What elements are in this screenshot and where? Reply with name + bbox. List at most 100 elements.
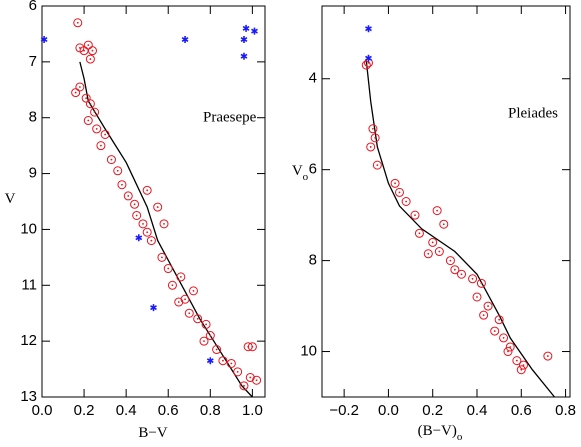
circle-ring — [87, 46, 97, 56]
circle-point — [83, 116, 93, 126]
circle-dot — [150, 239, 153, 242]
circle-ring — [123, 191, 133, 201]
circle-ring — [184, 308, 194, 318]
circle-ring — [163, 264, 173, 274]
circle-dot — [91, 49, 94, 52]
star-point — [365, 25, 372, 33]
star-point — [150, 304, 157, 312]
circle-dot — [255, 379, 258, 382]
y-tick-label: 6 — [29, 0, 37, 14]
circle-point — [226, 358, 236, 368]
circle-ring — [157, 252, 167, 262]
circle-dot — [83, 49, 85, 52]
circle-ring — [472, 292, 482, 302]
circle-dot — [431, 241, 434, 244]
circle-dot — [372, 127, 374, 130]
x-tick-label: 0.2 — [422, 402, 443, 419]
star-point — [206, 357, 214, 365]
circle-point — [75, 82, 85, 92]
circle-dot — [76, 21, 79, 24]
circle-ring — [499, 333, 509, 343]
circle-point — [239, 381, 249, 391]
circle-dot — [100, 144, 102, 147]
circle-ring — [85, 99, 95, 109]
circle-point — [414, 228, 424, 238]
y-axis-label: Vo — [292, 163, 309, 182]
y-tick-label: 6 — [309, 161, 317, 178]
x-axis-label-text: B−V — [138, 425, 167, 441]
plot-frame — [321, 5, 571, 398]
circle-ring — [199, 336, 209, 346]
x-tick-label: −0.2 — [329, 402, 359, 419]
circle-ring — [410, 210, 420, 220]
x-tick-label: 1.0 — [242, 402, 263, 419]
x-tick-label: 0.6 — [158, 402, 179, 419]
circle-ring — [483, 301, 493, 311]
circle-ring — [106, 155, 116, 165]
circle-point — [132, 210, 142, 220]
star-point — [40, 36, 48, 44]
circle-dot — [93, 111, 96, 114]
circle-point — [472, 292, 482, 302]
circle-dot — [74, 91, 77, 94]
circle-point — [366, 142, 376, 152]
circle-point — [468, 274, 478, 284]
star-shape — [135, 234, 143, 242]
circle-dot — [146, 189, 149, 192]
circle-point — [503, 347, 513, 357]
circle-ring — [247, 342, 257, 352]
circle-ring — [142, 227, 152, 237]
circle-point — [218, 356, 228, 366]
y-tick-label: 9 — [29, 165, 37, 182]
circle-ring — [366, 142, 376, 152]
circle-ring — [245, 372, 255, 382]
circle-point — [410, 210, 420, 220]
circle-point — [117, 180, 127, 190]
circle-ring — [414, 228, 424, 238]
y-axis-label-subscript: o — [303, 171, 309, 183]
circle-dot — [230, 362, 233, 365]
circle-ring — [361, 60, 371, 70]
circle-point — [252, 375, 262, 385]
circle-dot — [171, 284, 174, 287]
circle-point — [372, 160, 382, 170]
y-tick-label: 4 — [309, 70, 317, 87]
star-point — [240, 36, 248, 44]
circle-ring — [450, 265, 460, 275]
circle-dot — [110, 158, 113, 161]
circle-ring — [233, 367, 243, 377]
plot-frame — [41, 5, 266, 398]
circle-point — [401, 197, 411, 206]
circle-ring — [401, 197, 411, 206]
x-axis-label: (B−V)o — [418, 423, 463, 442]
circle-point — [245, 372, 255, 382]
circle-point — [512, 356, 522, 366]
circle-point — [96, 141, 106, 151]
circle-point — [123, 191, 133, 201]
circle-dot — [520, 368, 523, 371]
y-tick-label: 8 — [309, 252, 317, 269]
star-point — [181, 36, 189, 44]
circle-dot — [121, 183, 123, 186]
circle-dot — [192, 289, 195, 292]
circle-ring — [468, 274, 478, 284]
circle-ring — [543, 351, 553, 361]
circle-point — [483, 301, 493, 311]
circle-dot — [418, 232, 421, 235]
star-shape — [150, 304, 157, 312]
circle-point — [71, 88, 81, 98]
circle-ring — [167, 280, 177, 290]
isochrone — [365, 60, 556, 398]
circle-ring — [96, 141, 106, 151]
circle-point — [157, 252, 167, 262]
circle-dot — [453, 268, 456, 271]
circle-ring — [75, 82, 85, 92]
circle-dot — [480, 282, 483, 285]
x-axis-label-subscript: o — [457, 431, 463, 443]
circle-dot — [89, 102, 92, 105]
circle-ring — [368, 124, 378, 134]
circle-point — [199, 336, 209, 346]
circle-dot — [398, 191, 401, 194]
circle-dot — [476, 296, 478, 298]
